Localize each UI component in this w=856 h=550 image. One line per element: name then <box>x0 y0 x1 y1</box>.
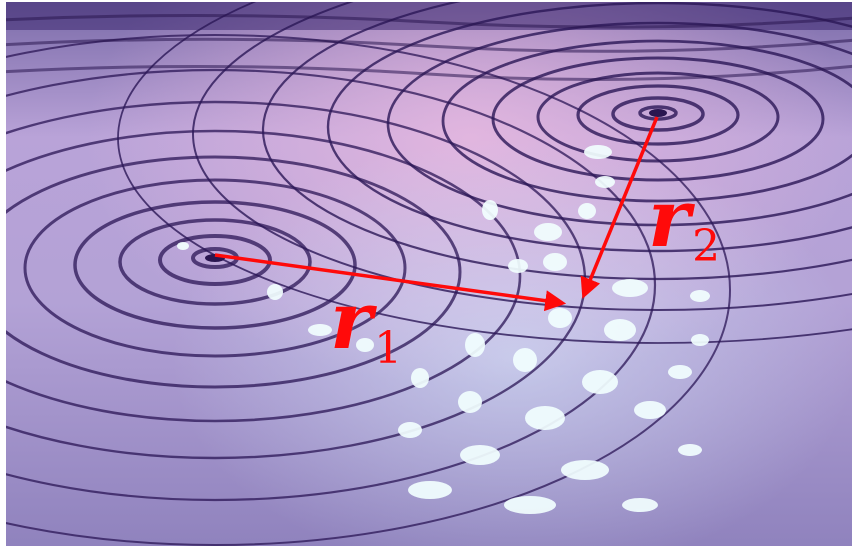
r1-symbol: r <box>330 273 373 367</box>
r2-label: r2 <box>648 178 720 269</box>
r1-subscript: 1 <box>374 323 403 375</box>
r1-arrow <box>214 253 567 312</box>
r2-arrow <box>580 116 659 299</box>
source-2-point <box>649 109 667 117</box>
r2-subscript: 2 <box>692 221 721 273</box>
r2-symbol: r <box>648 171 691 265</box>
r1-label: r1 <box>330 280 402 371</box>
ripples-source-2 <box>117 2 852 344</box>
interference-glints <box>177 145 710 514</box>
